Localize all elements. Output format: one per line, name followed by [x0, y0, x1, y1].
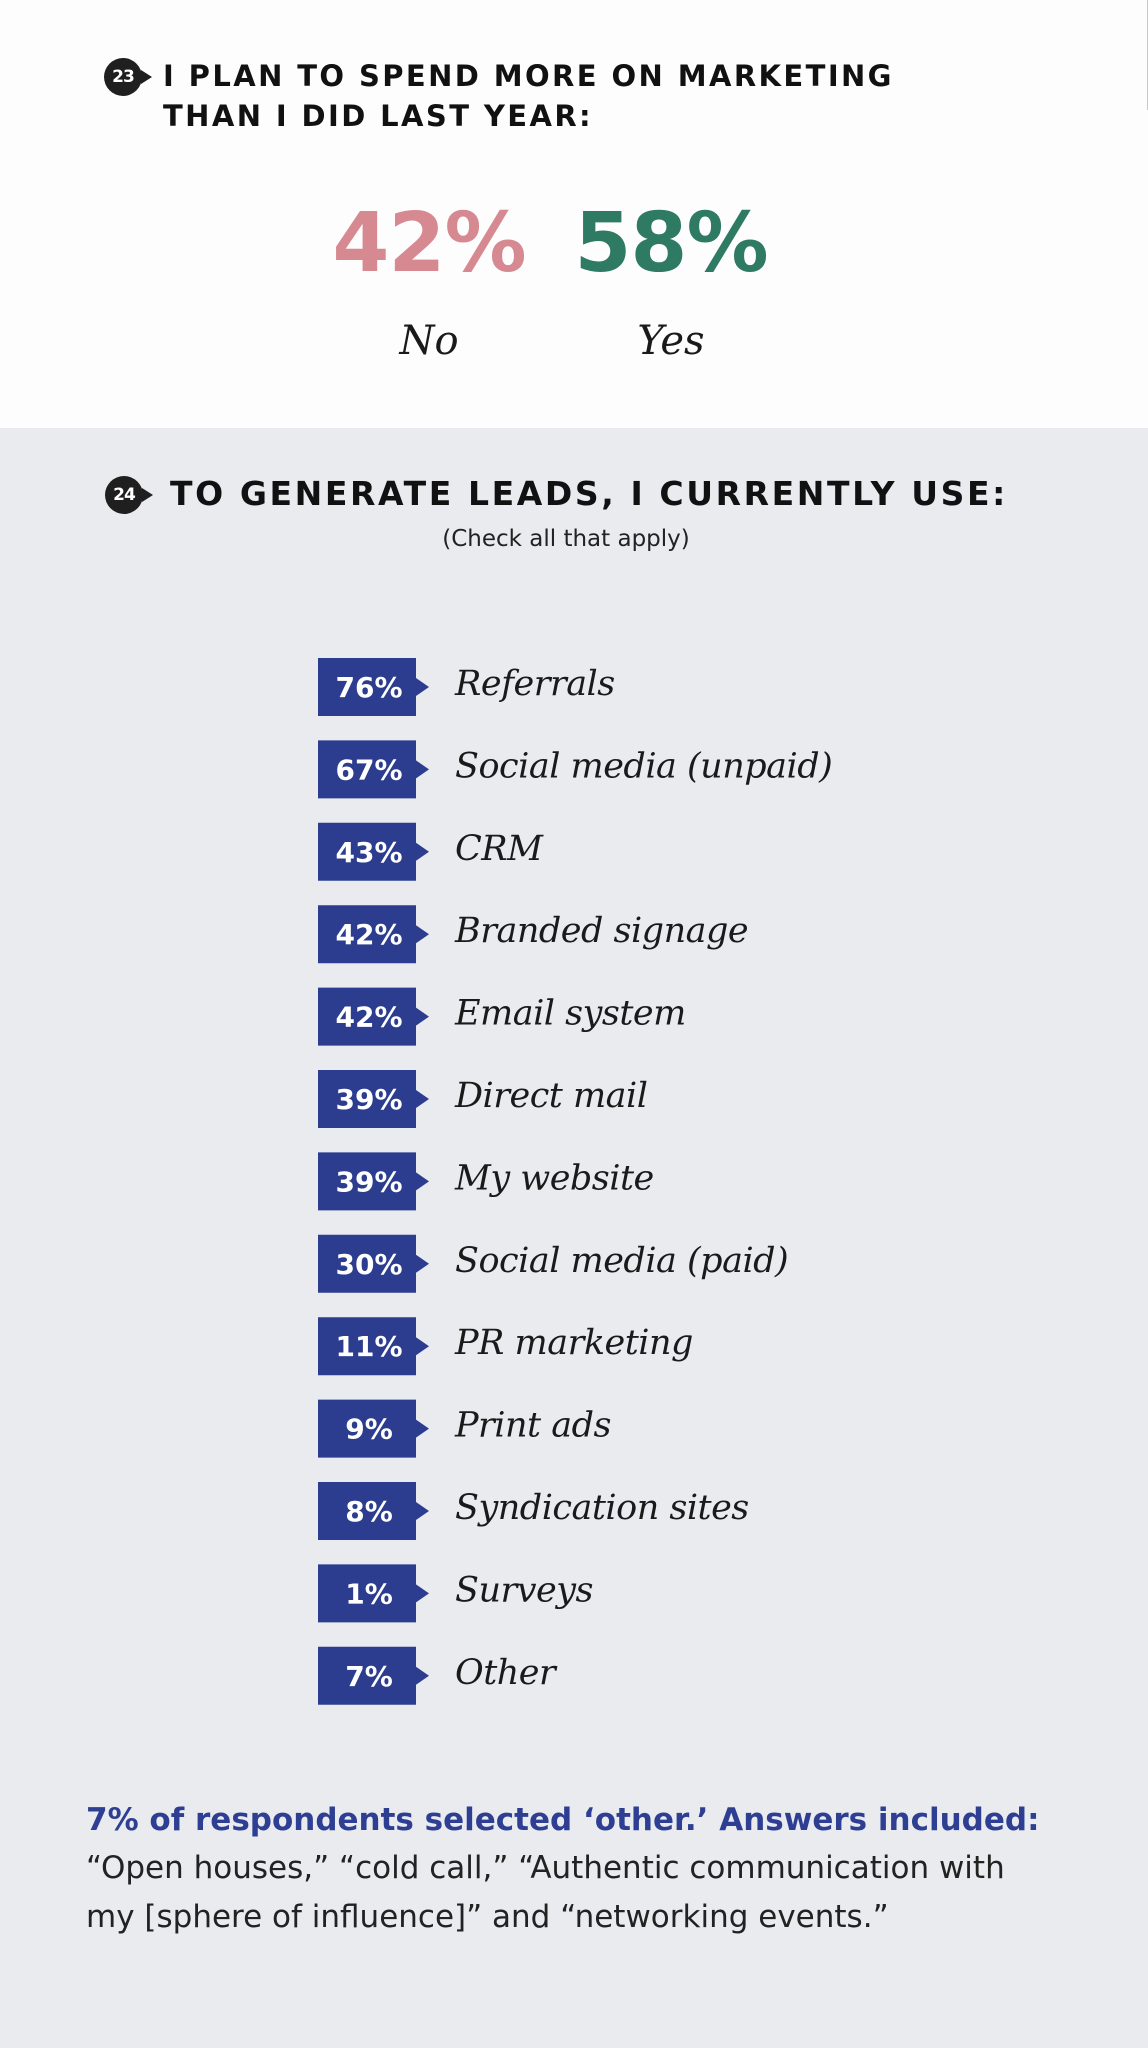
- percent-value: 39%: [335, 1083, 402, 1116]
- percent-value: 42%: [335, 918, 402, 951]
- percent-tag: [318, 1317, 429, 1376]
- percent-value: 1%: [345, 1577, 393, 1610]
- lead-source-row: 67% Social media (unpaid): [318, 740, 833, 799]
- question-number-badge: 23: [104, 58, 152, 96]
- note-body: “Open houses,” “cold call,” “Authentic c…: [86, 1850, 1005, 1935]
- percent-tag: [318, 740, 429, 799]
- lead-source-row: 39% Direct mail: [318, 1070, 648, 1128]
- lead-source-row: 43% CRM: [318, 822, 545, 881]
- lead-source-label: Social media (unpaid): [455, 746, 832, 786]
- percent-tag: [318, 1152, 429, 1211]
- question-24-subtitle: (Check all that apply): [442, 526, 690, 552]
- other-responses-note: 7% of respondents selected ‘other.’ Answ…: [86, 1796, 1086, 1942]
- lead-source-label: Surveys: [455, 1570, 593, 1610]
- lead-source-label: Direct mail: [454, 1076, 647, 1116]
- lead-source-row: 11% PR marketing: [318, 1317, 693, 1376]
- question-23-title: I PLAN TO SPEND MORE ON MARKETING THAN I…: [163, 56, 923, 136]
- yes-percentage: 58%: [574, 196, 768, 291]
- percent-value: 9%: [345, 1413, 393, 1446]
- percent-tag: [318, 1646, 429, 1705]
- question-23-title-line1: I PLAN TO SPEND MORE ON MARKETING: [163, 59, 894, 93]
- lead-source-row: 9% Print ads: [318, 1399, 611, 1458]
- yes-label: Yes: [637, 318, 705, 364]
- percent-value: 11%: [335, 1330, 402, 1363]
- lead-source-label: Email system: [454, 994, 686, 1034]
- percent-tag: [318, 1564, 429, 1623]
- no-percentage: 42%: [332, 196, 526, 291]
- lead-source-label: Print ads: [454, 1406, 611, 1446]
- lead-source-row: 1% Surveys: [318, 1564, 593, 1623]
- question-23-section: 23 I PLAN TO SPEND MORE ON MARKETING THA…: [0, 0, 1148, 428]
- lead-source-label: PR marketing: [454, 1323, 693, 1363]
- lead-source-row: 76% Referrals: [318, 658, 615, 716]
- lead-source-row: 39% My website: [318, 1152, 654, 1211]
- percent-value: 42%: [335, 1001, 402, 1034]
- percent-value: 67%: [335, 753, 402, 786]
- percent-value: 39%: [335, 1165, 402, 1198]
- lead-source-label: My website: [454, 1158, 654, 1198]
- lead-source-label: Syndication sites: [455, 1488, 749, 1528]
- percent-tag: [318, 1482, 429, 1540]
- lead-source-label: Social media (paid): [455, 1241, 788, 1281]
- no-label: No: [399, 318, 459, 364]
- percent-value: 7%: [345, 1660, 393, 1693]
- lead-source-label: Referrals: [454, 664, 615, 704]
- question-number-badge: 24: [105, 476, 153, 514]
- percent-tag: [318, 822, 429, 881]
- question-24-title: TO GENERATE LEADS, I CURRENTLY USE:: [170, 474, 1008, 513]
- lead-source-label: CRM: [455, 829, 544, 869]
- lead-source-label: Other: [455, 1653, 558, 1693]
- lead-source-row: 42% Email system: [318, 987, 686, 1046]
- percent-tag: [318, 905, 429, 964]
- question-23-title-line2: THAN I DID LAST YEAR:: [163, 99, 594, 133]
- note-heading: 7% of respondents selected ‘other.’ Answ…: [86, 1802, 1040, 1838]
- lead-source-row: 7% Other: [318, 1646, 559, 1705]
- lead-source-row: 30% Social media (paid): [318, 1234, 789, 1293]
- percent-tag: [318, 1399, 429, 1458]
- lead-source-label: Branded signage: [454, 911, 748, 951]
- percent-value: 8%: [345, 1495, 393, 1528]
- lead-source-row: 8% Syndication sites: [318, 1482, 749, 1540]
- percent-tag: [318, 1070, 429, 1128]
- percent-value: 30%: [335, 1248, 402, 1281]
- percent-tag: [318, 1234, 429, 1293]
- percent-value: 76%: [335, 671, 402, 704]
- percent-tag: [318, 658, 429, 716]
- lead-source-row: 42% Branded signage: [318, 905, 749, 964]
- percent-value: 43%: [335, 836, 402, 869]
- percent-tag: [318, 987, 429, 1046]
